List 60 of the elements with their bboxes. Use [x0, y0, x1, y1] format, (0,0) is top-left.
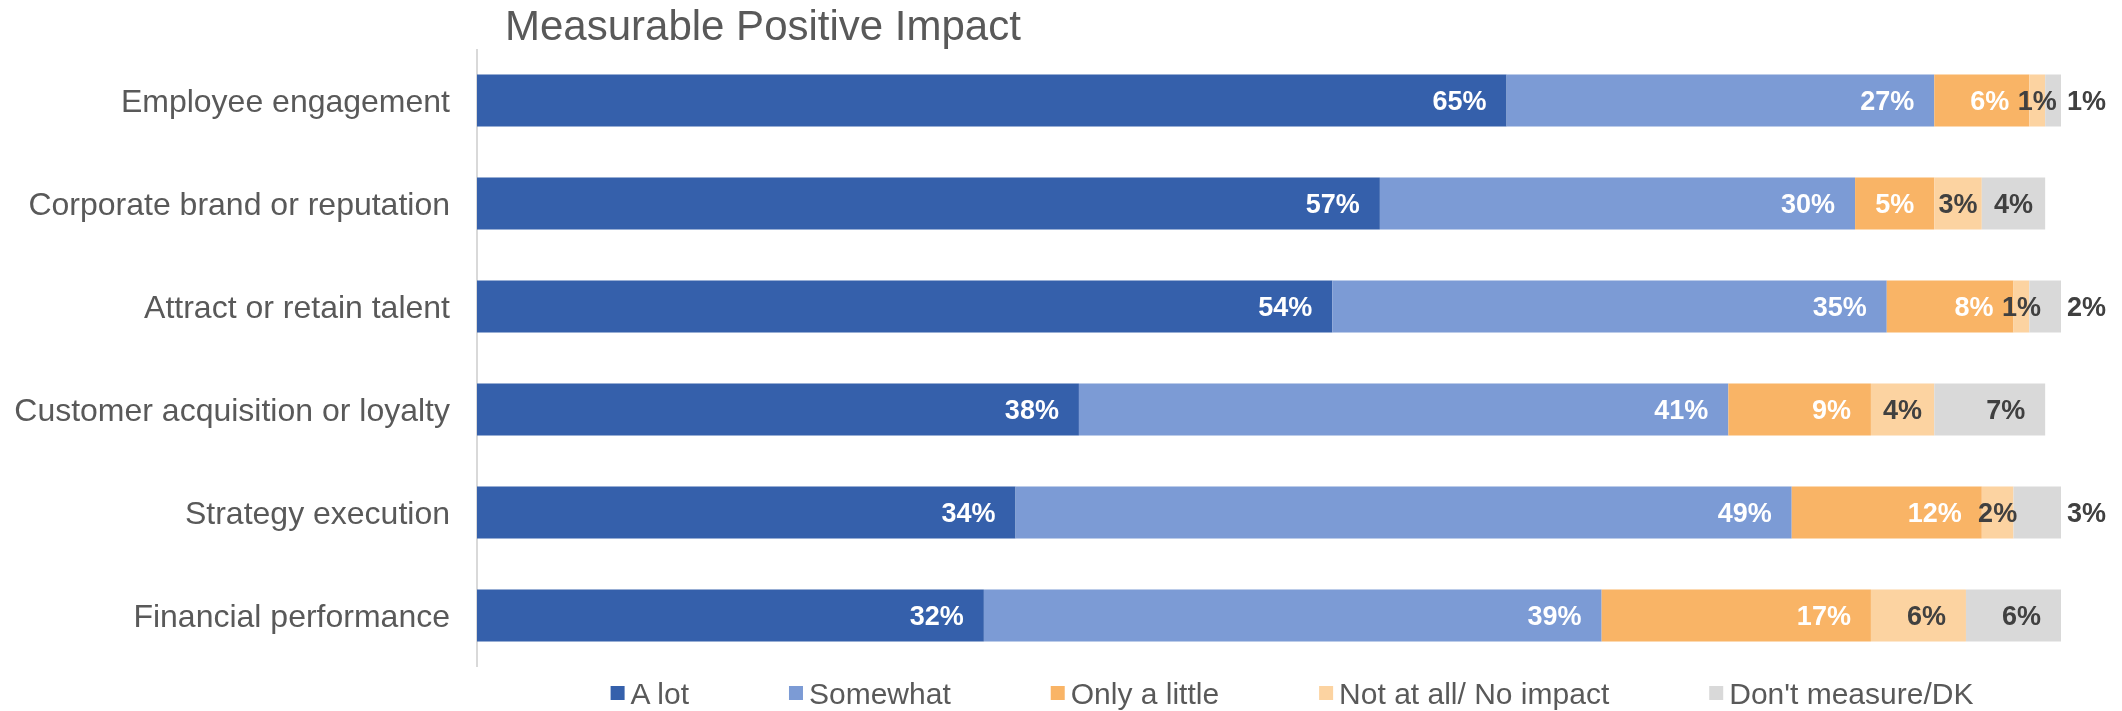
bar	[1601, 589, 1871, 642]
y-tick-label: Attract or retain talent	[144, 288, 451, 325]
bar	[477, 177, 1380, 230]
legend-label: A lot	[630, 676, 690, 710]
data-label: 30%	[1781, 188, 1836, 219]
data-label: 3%	[2067, 497, 2107, 528]
data-label: 1%	[2067, 85, 2107, 116]
data-label: 41%	[1654, 394, 1709, 425]
data-label: 34%	[941, 497, 996, 528]
data-label: 5%	[1875, 188, 1915, 219]
bar	[477, 383, 1079, 436]
data-label: 4%	[1993, 188, 2033, 219]
data-label: 12%	[1907, 497, 1962, 528]
data-label: 7%	[1986, 394, 2026, 425]
data-label: 8%	[1954, 291, 1994, 322]
bar	[1934, 383, 2046, 436]
y-tick-label: Customer acquisition or loyalty	[14, 391, 450, 428]
bar	[1015, 486, 1792, 539]
bar	[1728, 383, 1871, 436]
data-label: 39%	[1527, 600, 1582, 631]
data-label: 65%	[1432, 85, 1487, 116]
y-tick-label: Financial performance	[133, 597, 450, 634]
data-label: 6%	[2001, 600, 2041, 631]
bar	[1078, 383, 1729, 436]
data-label: 2%	[2067, 291, 2107, 322]
data-label: 57%	[1305, 188, 1360, 219]
bar	[1965, 589, 2061, 642]
bar	[1855, 177, 1935, 230]
data-label: 32%	[909, 600, 964, 631]
data-label: 2%	[1978, 497, 2018, 528]
data-label: 4%	[1883, 394, 1923, 425]
legend-label: Somewhat	[808, 676, 952, 710]
bar	[1332, 280, 1887, 333]
bar	[477, 589, 984, 642]
chart-title: Measurable Positive Impact	[505, 2, 1022, 49]
data-label: 49%	[1717, 497, 1772, 528]
data-label: 35%	[1812, 291, 1867, 322]
bar	[983, 589, 1602, 642]
bar	[477, 280, 1333, 333]
legend-label: Not at all/ No impact	[1339, 676, 1610, 710]
data-label: 54%	[1258, 291, 1313, 322]
data-label: 9%	[1811, 394, 1851, 425]
y-tick-label: Employee engagement	[120, 82, 451, 119]
data-label: 1%	[2001, 291, 2041, 322]
bar	[477, 486, 1016, 539]
bar	[1870, 589, 1966, 642]
data-label: 38%	[1004, 394, 1059, 425]
y-tick-label: Strategy execution	[184, 494, 450, 531]
data-label: 6%	[1906, 600, 1946, 631]
legend-label: Only a little	[1070, 676, 1220, 710]
data-label: 6%	[1970, 85, 2010, 116]
bar	[1506, 74, 1935, 127]
data-label: 1%	[2017, 85, 2057, 116]
bar	[1379, 177, 1856, 230]
legend-label: Don't measure/DK	[1729, 676, 1974, 710]
data-label: 3%	[1938, 188, 1978, 219]
data-label: 27%	[1860, 85, 1915, 116]
y-tick-label: Corporate brand or reputation	[28, 185, 450, 222]
data-label: 17%	[1796, 600, 1851, 631]
bar	[477, 74, 1507, 127]
